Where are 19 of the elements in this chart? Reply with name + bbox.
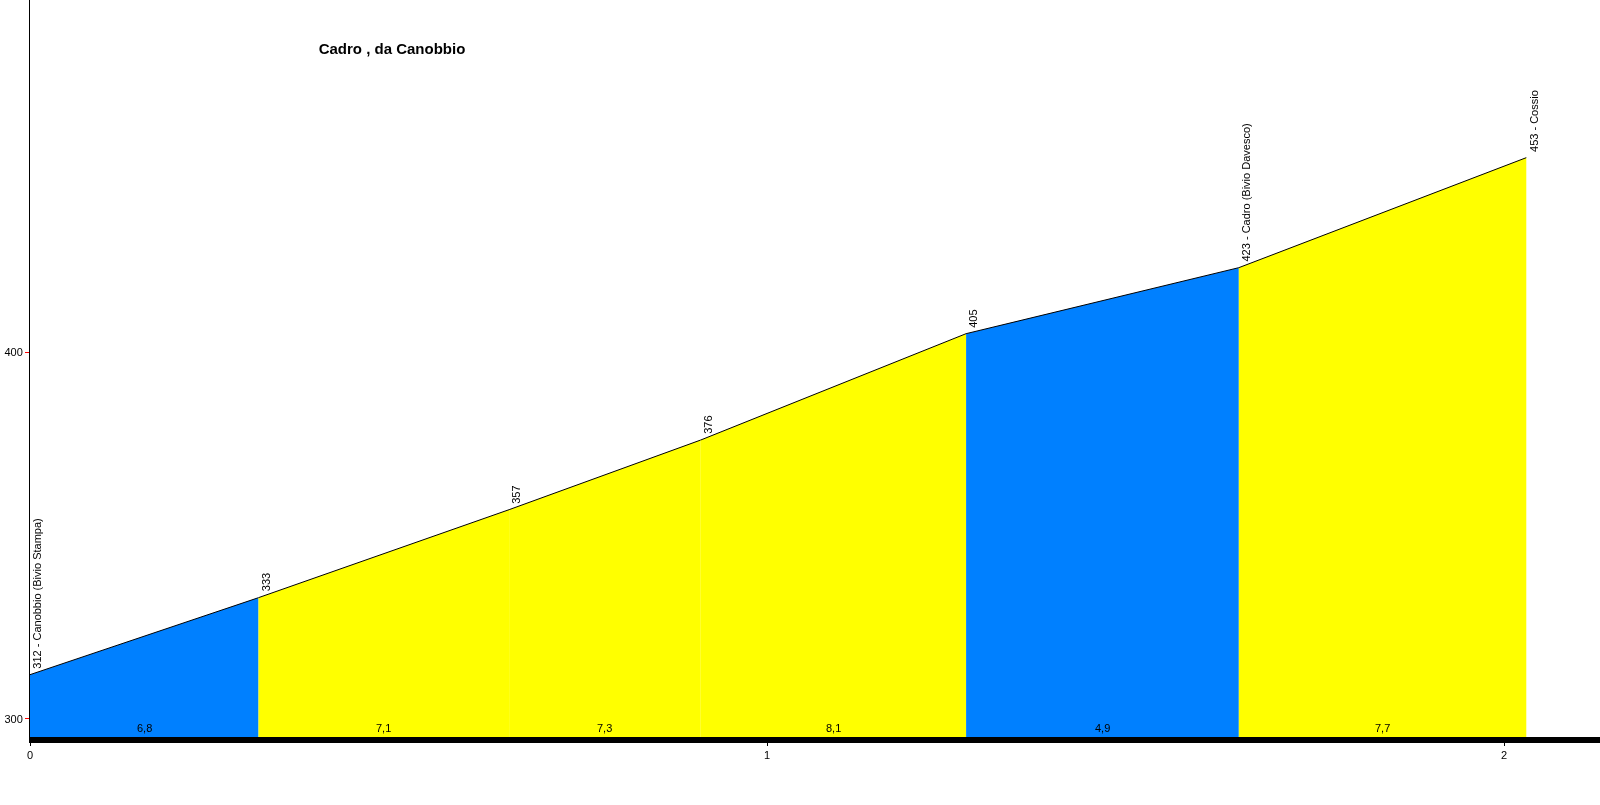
data-label: 376 bbox=[701, 415, 714, 434]
x-tick-label: 2 bbox=[1501, 749, 1508, 762]
data-label: 405 bbox=[967, 309, 980, 328]
annotation: 8,1 bbox=[826, 722, 842, 734]
data-label: 423 - Cadro (Bivio Davesco) bbox=[1240, 123, 1253, 262]
x-tick-label: 0 bbox=[26, 749, 34, 762]
y-tick-label: 300 bbox=[4, 712, 23, 725]
x-tick-label: 1 bbox=[764, 749, 771, 762]
y-tick-label: 400 bbox=[4, 345, 23, 358]
annotation: 7,7 bbox=[1375, 722, 1391, 734]
annotation: 7,3 bbox=[597, 722, 613, 734]
data-label: 333 bbox=[259, 572, 272, 592]
data-label: 453 - Cossio bbox=[1527, 90, 1540, 152]
annotation: 4,9 bbox=[1095, 722, 1111, 734]
data-label: 357 bbox=[510, 485, 523, 504]
data-label: 312 - Canobbio (Bivio Stampa) bbox=[31, 518, 44, 669]
annotation: 7,1 bbox=[376, 722, 392, 734]
annotation: 6,8 bbox=[137, 722, 153, 734]
text: Cadro , da Canobbio bbox=[318, 39, 466, 57]
